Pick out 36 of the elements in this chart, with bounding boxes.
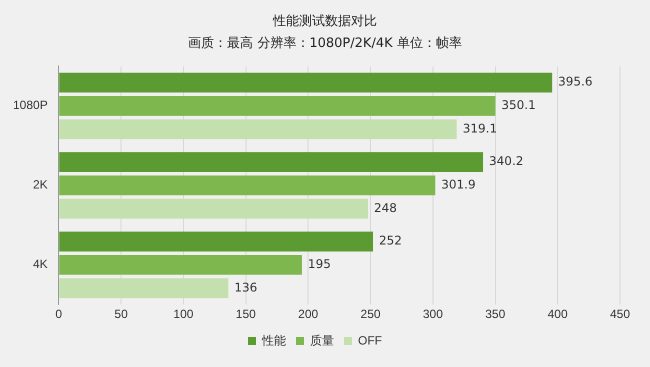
bar <box>59 175 436 196</box>
data-label: 350.1 <box>501 98 536 112</box>
data-label: 395.6 <box>558 74 593 89</box>
bar <box>59 254 302 275</box>
bar <box>59 198 368 219</box>
x-tick-label: 0 <box>55 307 62 322</box>
data-label: 340.2 <box>489 154 524 168</box>
x-tick-label: 200 <box>298 307 318 322</box>
data-label: 195 <box>308 256 331 271</box>
data-label: 301.9 <box>441 178 476 192</box>
legend-label: 质量 <box>310 333 334 348</box>
x-tick-label: 400 <box>548 307 568 322</box>
bar <box>59 72 552 93</box>
chart-title: 性能测试数据对比 <box>272 13 378 30</box>
data-label: 319.1 <box>462 121 498 136</box>
bar <box>59 96 496 116</box>
bar <box>59 119 457 140</box>
y-tick-label: 4K <box>33 257 48 272</box>
bar <box>59 232 374 252</box>
data-label: 248 <box>374 200 397 215</box>
x-tick-label: 300 <box>422 307 444 322</box>
chart-subtitle: 画质：最高 分辨率：1080P/2K/4K 单位：帧率 <box>187 35 463 53</box>
bar <box>59 278 228 298</box>
y-tick-label: 1080P <box>12 98 48 112</box>
x-tick-label: 450 <box>610 307 630 322</box>
x-tick-label: 250 <box>360 307 381 322</box>
y-tick-label: 2K <box>33 178 48 192</box>
x-tick-label: 150 <box>236 307 256 322</box>
bar <box>59 152 484 172</box>
legend-label: OFF <box>358 333 382 348</box>
x-tick-label: 100 <box>173 307 194 322</box>
x-tick-label: 350 <box>485 307 506 322</box>
legend-label: 性能 <box>261 333 286 348</box>
data-label: 136 <box>234 280 258 294</box>
x-tick-label: 50 <box>114 307 128 322</box>
data-label: 252 <box>379 234 402 248</box>
